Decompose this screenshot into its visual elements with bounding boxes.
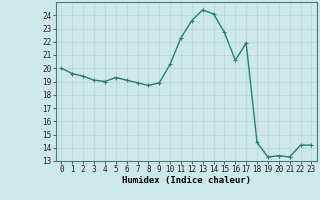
X-axis label: Humidex (Indice chaleur): Humidex (Indice chaleur) — [122, 176, 251, 185]
